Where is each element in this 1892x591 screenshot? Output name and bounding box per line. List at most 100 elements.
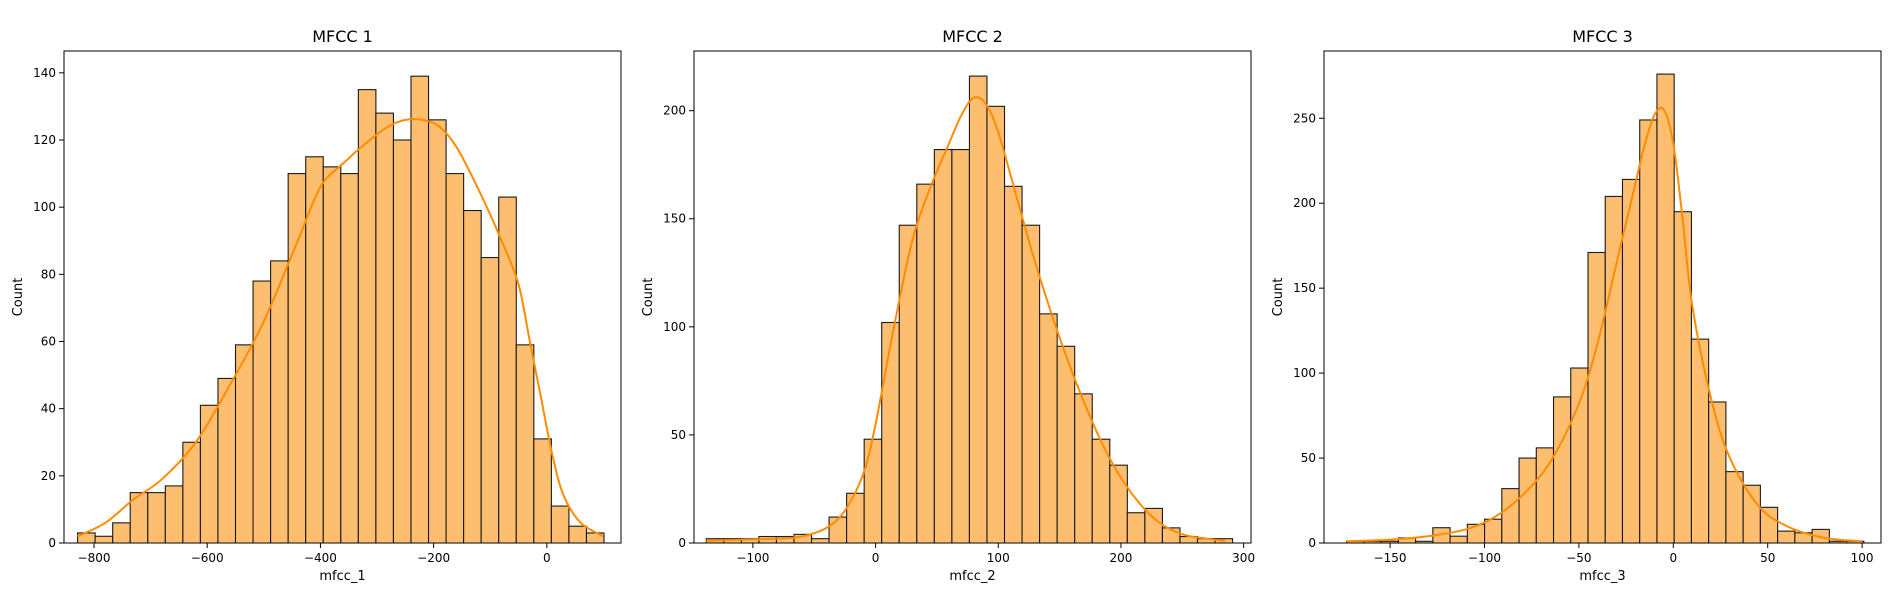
histogram-bar [881, 321, 900, 544]
histogram-bars [1346, 73, 1865, 544]
histogram-bar [550, 505, 570, 544]
histogram-bar [1656, 73, 1675, 544]
histogram-bar [1777, 530, 1796, 544]
histogram-bar [1759, 506, 1779, 544]
chart-title: MFCC 1 [312, 27, 373, 46]
histogram-bar [533, 438, 552, 544]
histogram-bar [986, 105, 1006, 544]
y-tick-label: 100 [33, 200, 56, 214]
histogram-bar [898, 224, 918, 544]
y-tick-label: 200 [663, 104, 686, 118]
histogram-bar [1725, 471, 1744, 544]
x-tick-label: −100 [1468, 551, 1501, 565]
histogram-bar [863, 438, 883, 544]
histogram-bar [94, 535, 114, 544]
histogram-bar [392, 139, 412, 544]
y-tick-label: 0 [1308, 536, 1316, 550]
kde-curve [77, 118, 604, 538]
histogram-bar [1673, 211, 1692, 544]
y-axis-label: Count [641, 278, 656, 317]
y-tick-label: 80 [41, 267, 56, 281]
y-tick-label: 150 [663, 212, 686, 226]
histogram-bar [1056, 345, 1076, 544]
x-tick-label: −50 [1566, 551, 1591, 565]
histogram-bar [933, 149, 953, 544]
y-axis-label: Count [11, 278, 26, 317]
histogram-bar [1380, 540, 1399, 544]
histogram-bar [375, 112, 394, 544]
chart-panel-mfcc-2: −100 0 100 200 300 0 50 100 150 200 MFCC 2 mfcc_2… [641, 27, 1255, 584]
histogram-bar [1021, 224, 1041, 544]
y-tick-label: 250 [1293, 111, 1316, 125]
histogram-bar [1621, 178, 1641, 544]
chart-title: MFCC 2 [942, 27, 1003, 46]
y-tick-label: 40 [41, 402, 56, 416]
histogram-bar [1587, 251, 1606, 544]
histogram-bar [1828, 540, 1848, 544]
y-tick-label: 20 [41, 469, 56, 483]
y-tick-label: 150 [1293, 281, 1316, 295]
histogram-bar [322, 166, 342, 544]
histogram-bar [357, 89, 377, 544]
x-axis-label: mfcc_2 [949, 569, 995, 584]
histogram-bar [498, 196, 517, 544]
histogram-bar [1639, 119, 1658, 544]
histogram-bar [515, 344, 535, 544]
histogram-bar [1690, 338, 1710, 544]
histogram-bars [705, 75, 1234, 544]
histogram-bar [112, 522, 131, 544]
y-tick-label: 120 [33, 133, 56, 147]
x-tick-label: 50 [1760, 551, 1775, 565]
x-tick-label: 300 [1232, 551, 1255, 565]
histogram-bar [410, 75, 430, 544]
y-tick-label: 60 [41, 334, 56, 348]
histogram-bar [810, 538, 830, 544]
histogram-bar [568, 525, 588, 544]
histogram-bar [1109, 464, 1128, 544]
x-tick-label: 200 [1109, 551, 1132, 565]
histogram-bar [340, 173, 359, 544]
histogram-bar [1518, 457, 1537, 544]
histogram-bar [1415, 540, 1434, 544]
chart-title: MFCC 3 [1572, 27, 1633, 46]
axis-ticks: −150 −100 −50 0 50 100 0 50 100 150 200 250 [1293, 111, 1873, 565]
x-tick-label: 0 [1669, 551, 1677, 565]
y-tick-label: 0 [48, 536, 56, 550]
histogram-bar [951, 149, 970, 544]
x-tick-label: 0 [543, 551, 551, 565]
histogram-bar [234, 344, 254, 544]
histogram-bar [1449, 535, 1468, 544]
histogram-bar [1742, 484, 1761, 544]
histogram-bar [199, 404, 219, 544]
x-axis-label: mfcc_3 [1579, 569, 1625, 584]
x-tick-label: −100 [736, 551, 769, 565]
histogram-bar [480, 256, 500, 544]
axis-ticks: −800 −600 −400 −200 0 0 20 40 60 80 100 120 140 [33, 66, 551, 565]
x-tick-label: 100 [1851, 551, 1874, 565]
y-tick-label: 100 [1293, 366, 1316, 380]
y-axis-label: Count [1271, 278, 1286, 317]
histogram-bar [252, 280, 272, 544]
histogram-bar [147, 492, 166, 544]
histogram-bar [916, 183, 935, 544]
x-tick-label: 100 [987, 551, 1010, 565]
y-tick-label: 140 [33, 66, 56, 80]
histogram-bar [182, 441, 201, 544]
histogram-bar [1570, 367, 1589, 544]
y-tick-label: 50 [671, 428, 686, 442]
y-tick-label: 50 [1301, 451, 1316, 465]
histogram-bars [77, 75, 605, 544]
histogram-bar [1144, 507, 1163, 544]
histogram-bar [1484, 518, 1503, 544]
histogram-bar [270, 260, 289, 544]
x-tick-label: −600 [191, 551, 224, 565]
x-axis-label: mfcc_1 [319, 569, 365, 584]
x-tick-label: −800 [78, 551, 111, 565]
histogram-bar [445, 173, 465, 544]
chart-panel-mfcc-1: −800 −600 −400 −200 0 0 20 40 60 80 100 120 140 MFCC… [11, 27, 622, 584]
kde-curve [706, 96, 1226, 542]
histogram-bar [1003, 185, 1023, 544]
x-tick-label: −200 [417, 551, 450, 565]
